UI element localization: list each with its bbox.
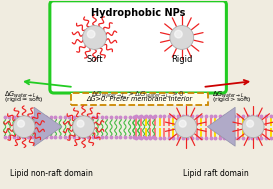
Text: Hydrophobic NPs: Hydrophobic NPs (91, 8, 185, 18)
Circle shape (179, 120, 186, 127)
Circle shape (77, 120, 84, 127)
FancyBboxPatch shape (50, 1, 226, 93)
Text: $\Delta G_{water{\rightarrow}L_o}$$>\Delta G_{water{\rightarrow}L_d}>0$: $\Delta G_{water{\rightarrow}L_o}$$>\Del… (91, 90, 185, 101)
Circle shape (83, 26, 106, 49)
Circle shape (175, 30, 182, 38)
Circle shape (242, 116, 264, 138)
Circle shape (247, 120, 254, 127)
Text: Soft: Soft (86, 55, 103, 64)
Text: ΔG>0: Prefer membrane interior: ΔG>0: Prefer membrane interior (86, 96, 192, 102)
Text: (rigid$>$soft): (rigid$>$soft) (212, 95, 251, 104)
Text: (rigid$\approx$soft): (rigid$\approx$soft) (4, 95, 44, 104)
Text: $\Delta G_{water{\rightarrow}L_d}$: $\Delta G_{water{\rightarrow}L_d}$ (4, 90, 40, 101)
Text: Lipid raft domain: Lipid raft domain (183, 169, 248, 178)
Text: Lipid non-raft domain: Lipid non-raft domain (10, 169, 93, 178)
Circle shape (87, 30, 95, 38)
Circle shape (73, 116, 94, 138)
Text: Rigid: Rigid (171, 55, 192, 64)
Text: $\Delta G_{water{\rightarrow}L_o}$: $\Delta G_{water{\rightarrow}L_o}$ (212, 90, 247, 101)
FancyBboxPatch shape (71, 93, 208, 105)
Circle shape (175, 116, 197, 138)
Circle shape (13, 116, 35, 138)
Circle shape (170, 26, 194, 49)
Circle shape (17, 120, 25, 127)
